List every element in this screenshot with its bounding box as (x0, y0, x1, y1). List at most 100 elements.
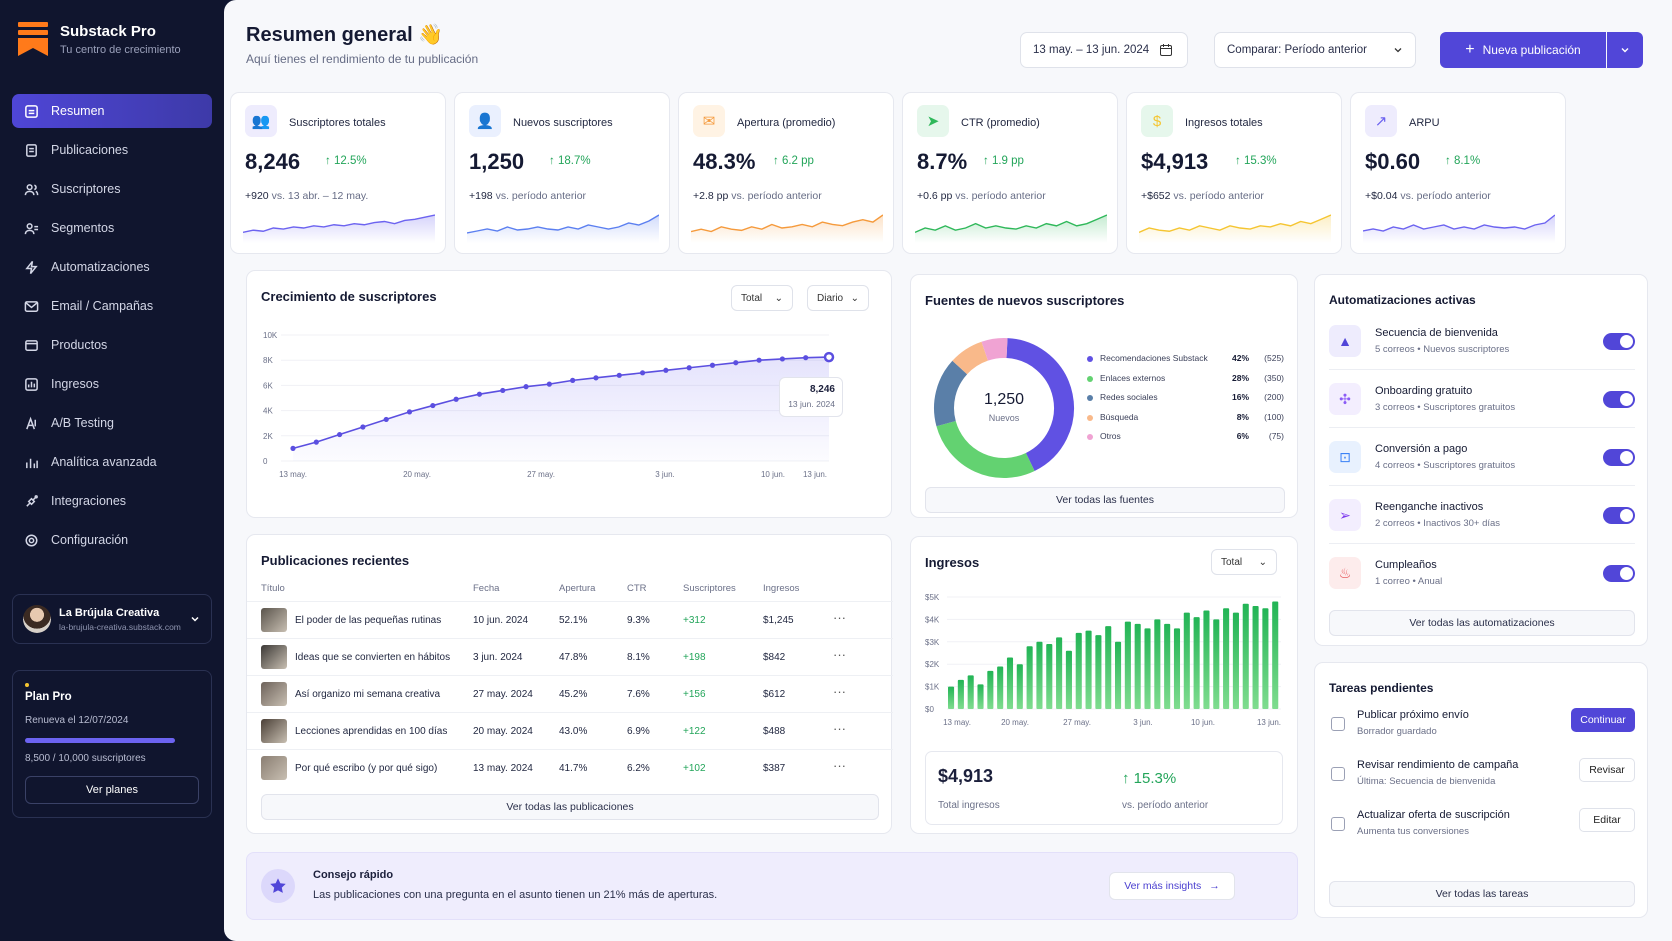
growth-point[interactable] (360, 424, 366, 430)
table-row[interactable]: Así organizo mi semana creativa 27 may. 2… (247, 675, 893, 711)
revenue-bar[interactable] (1006, 657, 1014, 709)
growth-point[interactable] (546, 381, 552, 387)
revenue-bar[interactable] (1046, 644, 1053, 709)
growth-point[interactable] (733, 360, 739, 366)
growth-point[interactable] (290, 445, 296, 451)
table-row[interactable]: Ideas que se convierten en hábitos 3 jun.… (247, 638, 893, 674)
growth-point[interactable] (406, 409, 413, 415)
sidebar-item-productos[interactable]: Productos (12, 328, 212, 362)
account-switcher[interactable]: La Brújula Creativa la-brujula-creativa.… (12, 594, 212, 644)
revenue-bar[interactable] (1242, 603, 1249, 709)
revenue-bar[interactable] (1252, 605, 1259, 709)
new-post-button[interactable]: + Nueva publicación (1440, 32, 1606, 68)
more-options-icon[interactable]: ··· (833, 758, 846, 773)
growth-point[interactable] (337, 431, 343, 438)
view-posts-button[interactable]: Ver todas las publicaciones (261, 794, 879, 820)
revenue-bar[interactable] (948, 686, 955, 709)
kpi-card[interactable]: 👤 Nuevos suscriptores 1,250 ↑ 18.7% +198 vs.… (454, 92, 670, 254)
automation-toggle[interactable] (1603, 565, 1635, 582)
sidebar-item-ingresos[interactable]: Ingresos (12, 367, 212, 401)
growth-point[interactable] (823, 351, 835, 363)
growth-point[interactable] (639, 370, 646, 376)
revenue-bar[interactable] (1144, 628, 1151, 709)
automation-toggle[interactable] (1603, 507, 1635, 524)
revenue-bar[interactable] (1115, 641, 1122, 709)
revenue-bar[interactable] (1134, 623, 1141, 709)
revenue-bar[interactable] (1105, 626, 1112, 709)
growth-point[interactable] (476, 391, 483, 397)
growth-point[interactable] (500, 387, 506, 394)
kpi-card[interactable]: ➤ CTR (promedio) 8.7% ↑ 1.9 pp +0.6 pp vs. p… (902, 92, 1118, 254)
kpi-card[interactable]: ✉ Apertura (promedio) 48.3% ↑ 6.2 pp +2.8 pp… (678, 92, 894, 254)
growth-point[interactable] (593, 375, 599, 381)
revenue-bar[interactable] (977, 684, 984, 709)
sidebar-item-analitica-avanzada[interactable]: Analítica avanzada (12, 445, 212, 479)
growth-point[interactable] (523, 384, 529, 390)
revenue-bar[interactable] (1203, 610, 1210, 709)
revenue-bar[interactable] (1016, 664, 1023, 709)
kpi-card[interactable]: $ Ingresos totales $4,913 ↑ 15.3% +$652 vs. … (1126, 92, 1342, 254)
growth-point[interactable] (756, 357, 762, 363)
revenue-bar[interactable] (997, 666, 1004, 709)
revenue-bar[interactable] (1262, 608, 1269, 709)
automation-toggle[interactable] (1603, 333, 1635, 350)
sidebar-item-suscriptores[interactable]: Suscriptores (12, 172, 212, 206)
growth-point[interactable] (803, 355, 809, 361)
donut-slice[interactable] (981, 338, 1008, 361)
sidebar-item-resumen[interactable]: Resumen (12, 94, 212, 128)
growth-point[interactable] (453, 396, 459, 402)
revenue-bar[interactable] (1085, 630, 1092, 709)
automation-toggle[interactable] (1603, 391, 1635, 408)
donut-slice[interactable] (952, 341, 989, 375)
sidebar-item-integraciones[interactable]: Integraciones (12, 484, 212, 518)
growth-point[interactable] (709, 362, 716, 368)
revenue-bar[interactable] (1164, 623, 1171, 709)
more-insights-button[interactable]: Ver más insights → (1109, 872, 1235, 900)
task-action-button[interactable]: Continuar (1571, 708, 1635, 732)
sidebar-item-segmentos[interactable]: Segmentos (12, 211, 212, 245)
revenue-bar[interactable] (1154, 619, 1161, 709)
revenue-bar[interactable] (1272, 601, 1279, 709)
revenue-bar[interactable] (1075, 632, 1082, 709)
view-automations-button[interactable]: Ver todas las automatizaciones (1329, 610, 1635, 636)
revenue-bar[interactable] (1026, 646, 1033, 709)
growth-point[interactable] (779, 356, 785, 362)
growth-point[interactable] (686, 365, 692, 371)
revenue-bar[interactable] (1124, 621, 1131, 709)
task-checkbox[interactable] (1331, 717, 1345, 731)
more-options-icon[interactable]: ··· (833, 684, 846, 699)
revenue-bar[interactable] (957, 679, 964, 709)
growth-point[interactable] (663, 367, 669, 373)
growth-point[interactable] (383, 416, 389, 423)
view-sources-button[interactable]: Ver todas las fuentes (925, 487, 1285, 513)
more-options-icon[interactable]: ··· (833, 721, 846, 736)
sidebar-item-configuracion[interactable]: Configuración (12, 523, 212, 557)
revenue-bar[interactable] (1036, 641, 1043, 709)
sidebar-item-a-b-testing[interactable]: A/B Testing (12, 406, 212, 440)
revenue-bar[interactable] (1173, 628, 1181, 709)
sidebar-item-automatizaciones[interactable]: Automatizaciones (12, 250, 212, 284)
view-tasks-button[interactable]: Ver todas las tareas (1329, 881, 1635, 907)
kpi-card[interactable]: 👥 Suscriptores totales 8,246 ↑ 12.5% +920 vs… (230, 92, 446, 254)
growth-period-select[interactable]: Diario ⌄ (807, 285, 869, 311)
growth-metric-select[interactable]: Total ⌄ (731, 285, 793, 311)
growth-point[interactable] (430, 402, 436, 409)
donut-slice[interactable] (934, 360, 968, 427)
date-range-picker[interactable]: 13 may. – 13 jun. 2024 (1020, 32, 1188, 68)
revenue-bar[interactable] (1095, 635, 1102, 709)
growth-point[interactable] (570, 377, 576, 383)
revenue-bar[interactable] (1223, 608, 1230, 709)
more-options-icon[interactable]: ··· (833, 610, 846, 625)
revenue-bar[interactable] (1183, 612, 1190, 709)
task-checkbox[interactable] (1331, 767, 1345, 781)
revenue-bar[interactable] (1193, 617, 1200, 709)
revenue-bar[interactable] (987, 670, 994, 709)
sidebar-item-publicaciones[interactable]: Publicaciones (12, 133, 212, 167)
table-row[interactable]: El poder de las pequeñas rutinas 10 jun. … (247, 601, 893, 637)
revenue-bar[interactable] (1056, 637, 1063, 709)
table-row[interactable]: Lecciones aprendidas en 100 días 20 may. … (247, 712, 893, 748)
growth-point[interactable] (616, 372, 622, 378)
sidebar-item-email-campanas[interactable]: Email / Campañas (12, 289, 212, 323)
donut-slice[interactable] (936, 420, 1035, 478)
more-options-icon[interactable]: ··· (833, 647, 846, 662)
